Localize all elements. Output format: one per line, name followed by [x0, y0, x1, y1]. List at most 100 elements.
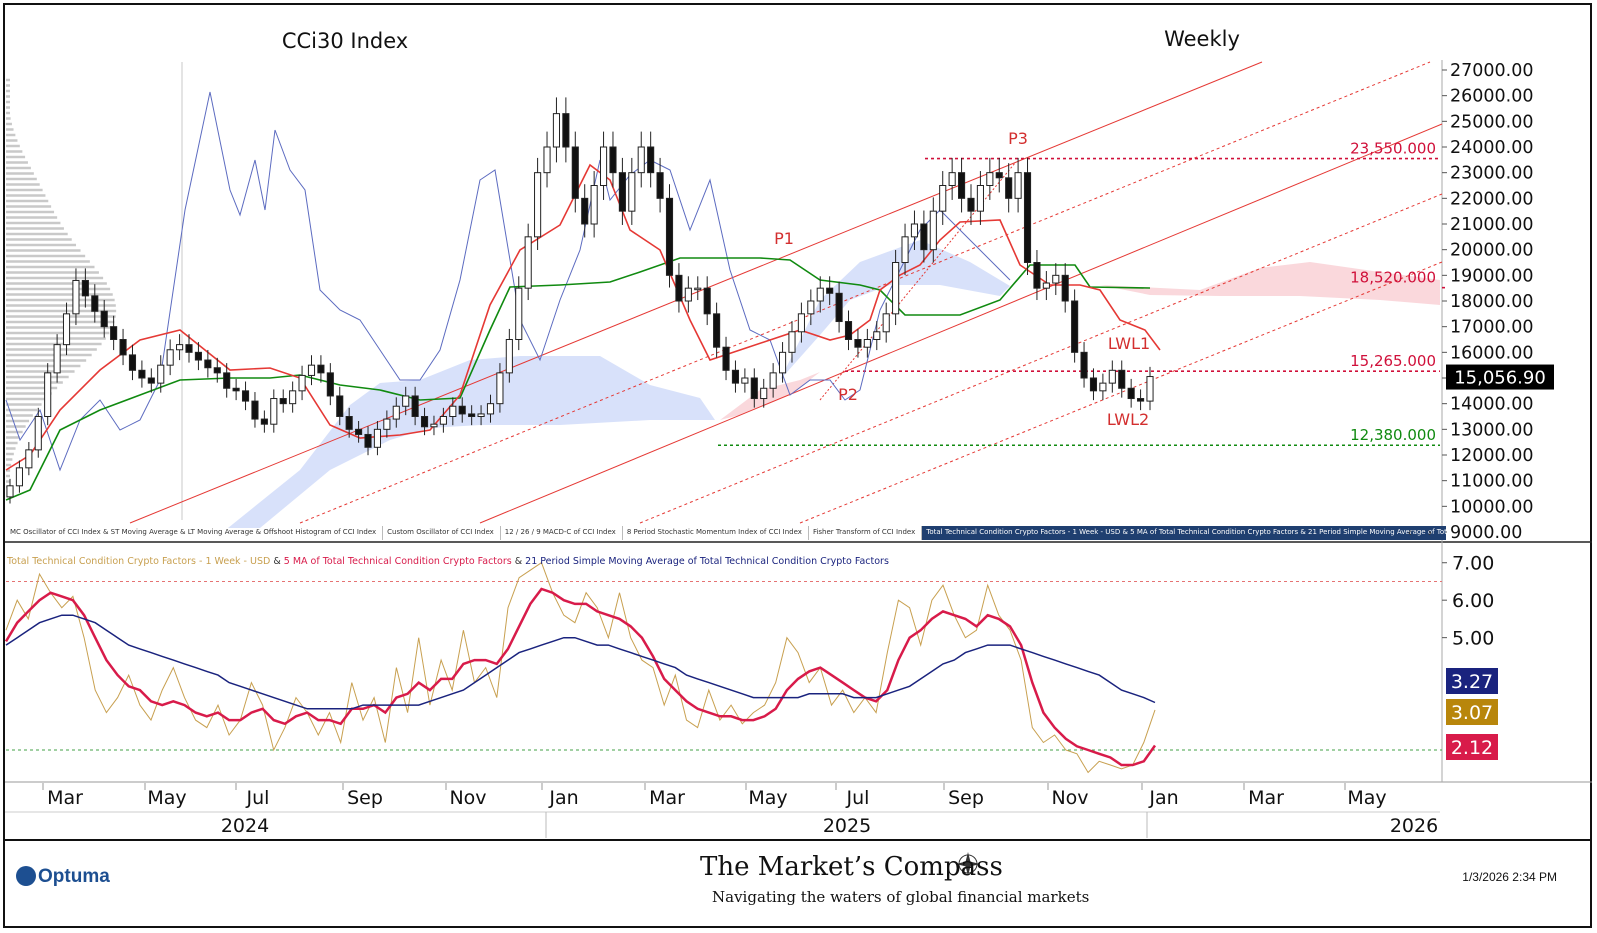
candle-body [194, 351, 202, 361]
candle-body [552, 113, 561, 148]
candle-body [1052, 274, 1060, 284]
month-label: Mar [1248, 787, 1284, 809]
candle-body [44, 372, 52, 418]
candle-body [882, 313, 890, 333]
candle-body [91, 295, 99, 312]
candle-body [128, 354, 137, 371]
candle-body [863, 339, 871, 348]
candle-body [204, 359, 212, 369]
annotation-label: P3 [1008, 129, 1028, 148]
indicator-value-label: 2.12 [1451, 737, 1493, 759]
indicator-tab[interactable]: Custom Oscillator of CCI Index [383, 526, 501, 540]
candle-body [449, 405, 457, 418]
candle-body [637, 146, 645, 174]
month-label: Jul [846, 787, 870, 809]
candle-body [298, 374, 306, 392]
candle-body [270, 398, 278, 425]
price-tick-label: 9000.00 [1450, 523, 1522, 543]
month-label: Jan [548, 787, 578, 809]
cloud-area [720, 372, 820, 420]
candle-body [929, 210, 937, 251]
vendor-logo: Optuma [16, 866, 110, 888]
vendor-name: Optuma [38, 866, 110, 887]
candle-body [684, 287, 692, 302]
candle-body [1014, 172, 1022, 199]
price-tick-label: 24000.00 [1450, 138, 1534, 158]
month-label: Mar [47, 787, 83, 809]
candle-body [420, 416, 429, 428]
candle-body [496, 372, 504, 405]
tab-scroll-right-icon[interactable]: › [1428, 527, 1432, 539]
level-label: 18,520.000 [1350, 269, 1436, 287]
indicator-tick-label: 7.00 [1452, 553, 1494, 575]
candle-body [958, 172, 966, 199]
cloud-area [780, 240, 1010, 380]
month-label: Jan [1148, 787, 1178, 809]
trend-channel-line [129, 61, 1263, 524]
candle-body [854, 339, 862, 348]
candle-body [760, 387, 768, 400]
chart-frame [3, 3, 1592, 928]
candle-body [1042, 282, 1050, 289]
candle-body [307, 364, 316, 376]
candle-body [543, 146, 551, 174]
candle-body [15, 467, 23, 487]
trend-channel-line [479, 123, 1443, 524]
indicator-tab[interactable]: 12 / 26 / 9 MACD-C of CCI Index [501, 526, 623, 540]
candle-body [967, 197, 975, 212]
candle-body [995, 172, 1003, 179]
indicator-tab[interactable]: Fisher Transform of CCI Index [809, 526, 923, 540]
price-tick-label: 22000.00 [1450, 189, 1534, 209]
chart-subtitle: Weekly [1164, 27, 1240, 51]
candle-body [251, 400, 259, 420]
footer-timestamp: 1/3/2026 2:34 PM [1462, 870, 1557, 884]
indicator-value-badge [1446, 734, 1498, 760]
month-label: Sep [347, 787, 383, 809]
st-moving-average-line [5, 163, 1161, 471]
price-tick-label: 13000.00 [1450, 420, 1534, 440]
indicator-value-badge [1446, 699, 1498, 725]
candle-body [665, 197, 674, 276]
candle-body [1108, 369, 1116, 384]
candle-body [797, 313, 805, 333]
candle-body [326, 372, 334, 397]
candle-body [166, 349, 174, 366]
candle-body [873, 331, 881, 340]
indicator-tick-label: 5.00 [1452, 628, 1494, 650]
compass-needle [956, 861, 980, 867]
candle-body [901, 236, 909, 263]
footer-brand: The Market’s Compass [700, 852, 1003, 882]
candle-body [534, 172, 542, 238]
trend-channel-line [799, 261, 1443, 524]
indicator-tab[interactable]: 8 Period Stochastic Momentum Index of CC… [623, 526, 809, 540]
candle-body [223, 372, 231, 389]
candle-body [986, 172, 994, 187]
candle-body [336, 395, 344, 418]
trend-channel-line [639, 193, 1443, 524]
candle-body [647, 146, 655, 174]
legend-entry: & [511, 556, 526, 567]
price-tick-label: 25000.00 [1450, 112, 1534, 132]
tab-scroll-left-icon[interactable]: ‹ [1408, 527, 1412, 539]
candle-body [656, 172, 664, 199]
month-label: Jul [246, 787, 270, 809]
trend-channel-line [819, 162, 1016, 401]
price-tick-label: 11000.00 [1450, 472, 1534, 492]
legend-entry: 21 Period Simple Moving Average of Total… [525, 556, 889, 567]
level-label: 15,265.000 [1350, 352, 1436, 370]
month-label: Nov [1051, 787, 1088, 809]
candle-body [694, 287, 702, 291]
candle-body [590, 185, 598, 225]
candle-body [468, 413, 476, 417]
indicator-tab[interactable]: MC Oscillator of CCI Index & ST Moving A… [6, 526, 384, 540]
indicator-series-line [5, 614, 1156, 710]
candle-body [599, 146, 608, 186]
indicator-tab[interactable]: Total Technical Condition Crypto Factors… [922, 526, 1446, 540]
candle-body [948, 172, 956, 187]
candle-body [1127, 387, 1135, 400]
mc-oscillator-line [5, 91, 1011, 472]
candle-body [1005, 177, 1013, 199]
annotation-label: P1 [774, 229, 794, 248]
candle-body [524, 236, 532, 289]
